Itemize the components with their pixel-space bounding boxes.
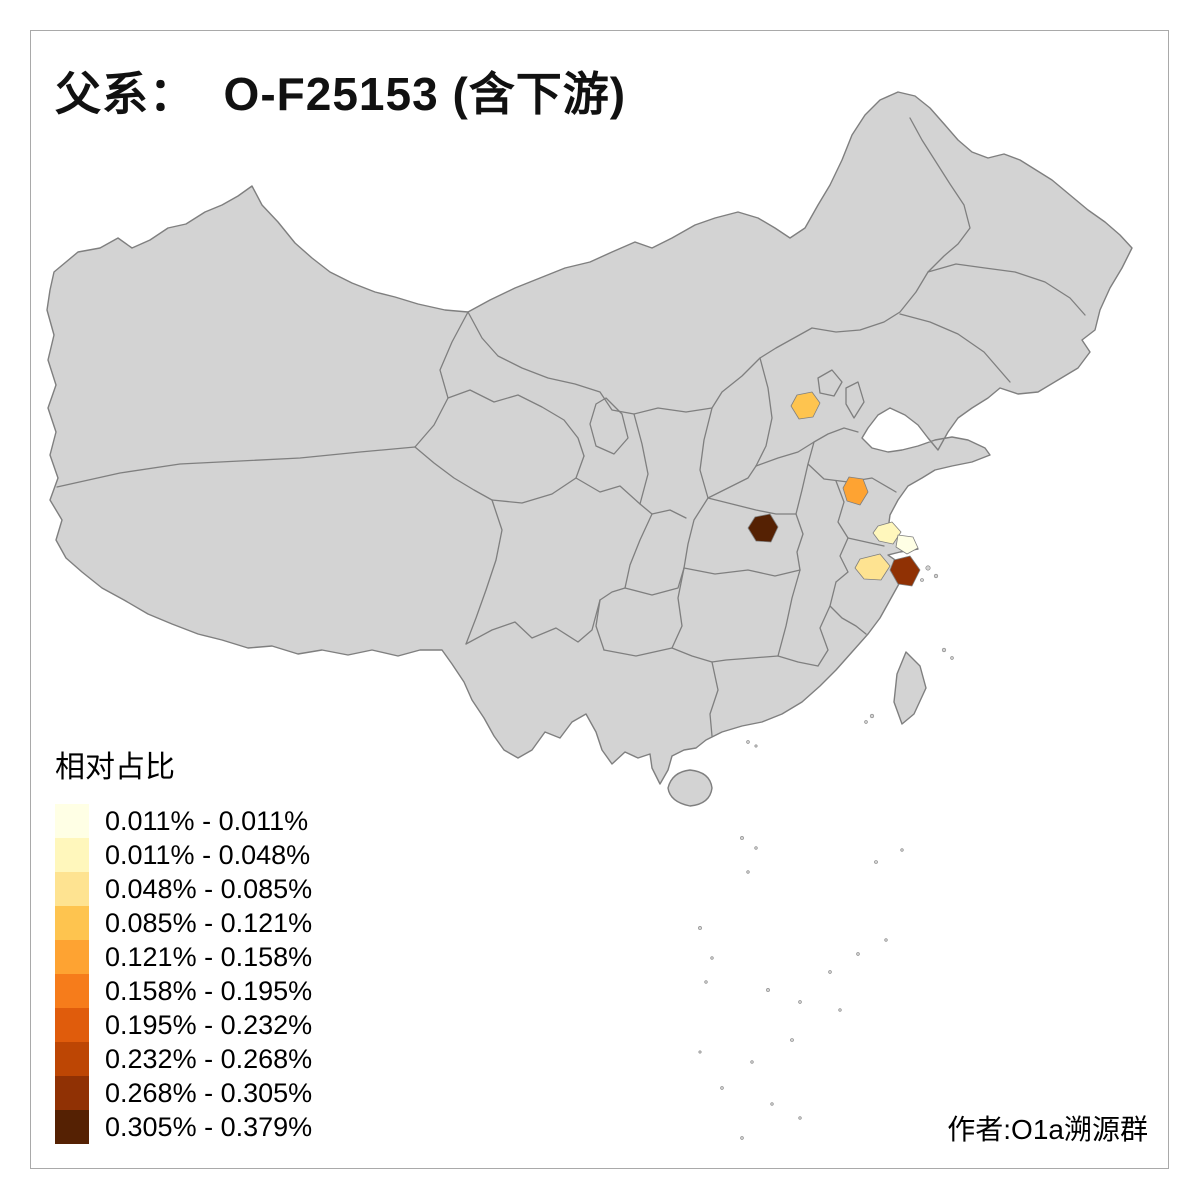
province-border [835, 480, 849, 539]
region-central-hubei [747, 513, 779, 543]
region-south-jiangsu [872, 521, 902, 545]
province-border [633, 413, 649, 505]
islands-group [667, 565, 954, 1140]
highlighted-regions [747, 391, 921, 587]
province-border [589, 397, 629, 455]
province-border [711, 655, 779, 663]
legend-swatch [55, 838, 89, 872]
region-ningbo-area [889, 555, 921, 587]
region-central-hebei [790, 391, 821, 420]
legend-item: 0.195% - 0.232% [55, 1008, 312, 1042]
province-border [603, 647, 673, 657]
legend-swatch [55, 1076, 89, 1110]
legend-label: 0.268% - 0.305% [105, 1078, 313, 1108]
legend-label: 0.158% - 0.195% [105, 976, 313, 1006]
province-border [447, 389, 585, 457]
province-border [624, 513, 653, 589]
minor-islands [698, 565, 954, 1140]
province-border [709, 661, 719, 737]
china-mainland-outline [46, 91, 1133, 785]
province-border [777, 569, 801, 657]
legend-label: 0.011% - 0.011% [105, 806, 309, 836]
legend-label: 0.085% - 0.121% [105, 908, 313, 938]
province-border [899, 313, 1011, 383]
legend-label: 0.011% - 0.048% [105, 840, 311, 870]
legend-title: 相对占比 [55, 751, 175, 784]
province-border [811, 117, 971, 333]
province-border [595, 599, 605, 651]
legend-label: 0.232% - 0.268% [105, 1044, 313, 1074]
province-border [491, 455, 585, 504]
province-border [847, 537, 885, 547]
legend-swatch [55, 1008, 89, 1042]
province-border [795, 463, 809, 515]
province-border [755, 357, 773, 467]
legend-label: 0.195% - 0.232% [105, 1010, 313, 1040]
province-border [599, 587, 626, 601]
province-border [671, 567, 685, 649]
beijing-boundary [817, 369, 843, 397]
legend-item: 0.048% - 0.085% [55, 872, 312, 906]
province-border [835, 537, 849, 583]
region-shanghai [895, 534, 919, 555]
province-border [707, 497, 797, 515]
province-border [671, 647, 713, 663]
province-border [467, 311, 813, 415]
province-border [795, 513, 804, 571]
province-borders [56, 117, 1086, 737]
legend-item: 0.305% - 0.379% [55, 1110, 312, 1144]
legend-item: 0.011% - 0.048% [55, 838, 312, 872]
legend-swatch [55, 804, 89, 838]
attribution: 作者:O1a溯源群 [947, 1114, 1148, 1145]
legend-swatch [55, 1042, 89, 1076]
region-north-jiangsu [842, 476, 869, 506]
province-border [683, 497, 709, 569]
province-border [56, 446, 416, 488]
province-border [707, 465, 757, 499]
legend-item: 0.085% - 0.121% [55, 906, 312, 940]
province-border [927, 263, 1086, 316]
taiwan-island [893, 651, 927, 725]
province-border [683, 567, 801, 577]
province-border [465, 499, 503, 645]
legend-swatch [55, 1110, 89, 1144]
legend-item: 0.121% - 0.158% [55, 940, 312, 974]
region-north-zhejiang [854, 553, 891, 581]
page-title: 父系： O-F25153 (含下游) [55, 68, 627, 120]
legend-label: 0.121% - 0.158% [105, 942, 313, 972]
legend-label: 0.048% - 0.085% [105, 874, 313, 904]
hainan-island [667, 769, 713, 807]
province-border [414, 311, 469, 448]
province-border [624, 567, 685, 596]
province-border [699, 407, 713, 499]
legend-label: 0.305% - 0.379% [105, 1112, 313, 1142]
legend: 相对占比 0.011% - 0.011% 0.011% - 0.048% 0.0… [55, 742, 312, 1144]
legend-item: 0.268% - 0.305% [55, 1076, 312, 1110]
province-border [575, 477, 653, 515]
province-border [414, 446, 493, 501]
province-border [465, 599, 601, 645]
province-border [817, 605, 831, 667]
legend-swatch [55, 974, 89, 1008]
legend-swatch [55, 940, 89, 974]
province-border [777, 655, 819, 667]
legend-item: 0.158% - 0.195% [55, 974, 312, 1008]
legend-item: 0.232% - 0.268% [55, 1042, 312, 1076]
tianjin-boundary [845, 381, 865, 419]
legend-swatch [55, 872, 89, 906]
province-border [829, 581, 867, 635]
legend-swatch [55, 906, 89, 940]
province-border [651, 509, 687, 519]
legend-item: 0.011% - 0.011% [55, 804, 312, 838]
